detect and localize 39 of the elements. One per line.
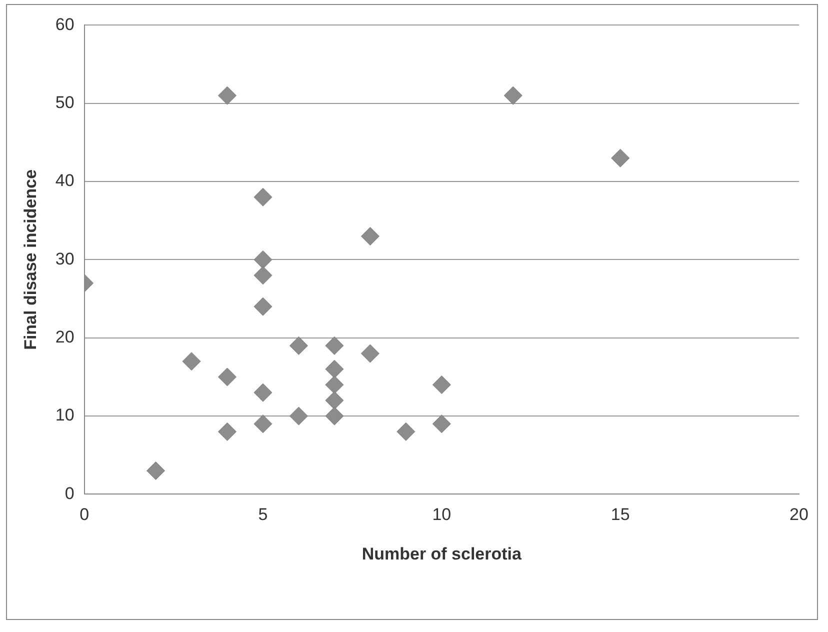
point — [325, 360, 344, 378]
y-tick-label: 0 — [64, 484, 74, 503]
y-tick-label: 10 — [55, 406, 74, 425]
point — [218, 422, 236, 441]
point — [182, 352, 201, 371]
point — [254, 188, 272, 206]
point — [360, 227, 380, 246]
point — [325, 391, 344, 410]
point — [254, 250, 272, 269]
y-axis-title: Final disase incidence — [20, 169, 40, 350]
point — [504, 86, 522, 105]
point — [360, 344, 380, 363]
point — [218, 86, 236, 105]
point — [289, 406, 308, 426]
x-tick-label: 0 — [80, 505, 90, 524]
x-axis-title: Number of sclerotia — [362, 544, 522, 564]
point — [254, 383, 272, 402]
point — [289, 336, 308, 355]
y-tick-label: 60 — [55, 14, 74, 34]
x-tick-label: 10 — [432, 505, 452, 524]
point — [325, 336, 344, 355]
x-tick-label: 20 — [790, 505, 808, 524]
point — [325, 406, 344, 426]
point — [325, 376, 344, 394]
y-tick-label: 20 — [55, 328, 74, 347]
point — [432, 376, 451, 394]
point — [146, 462, 166, 480]
point — [396, 422, 416, 441]
point — [254, 266, 272, 285]
point — [254, 414, 272, 434]
y-tick-label: 50 — [55, 93, 74, 112]
point — [218, 368, 236, 386]
x-tick-label: 5 — [258, 505, 268, 524]
point — [611, 148, 630, 168]
x-tick-label: 15 — [610, 505, 630, 524]
point — [254, 297, 272, 316]
y-tick-label: 40 — [55, 171, 74, 190]
y-tick-label: 30 — [55, 249, 74, 268]
point — [432, 414, 451, 434]
